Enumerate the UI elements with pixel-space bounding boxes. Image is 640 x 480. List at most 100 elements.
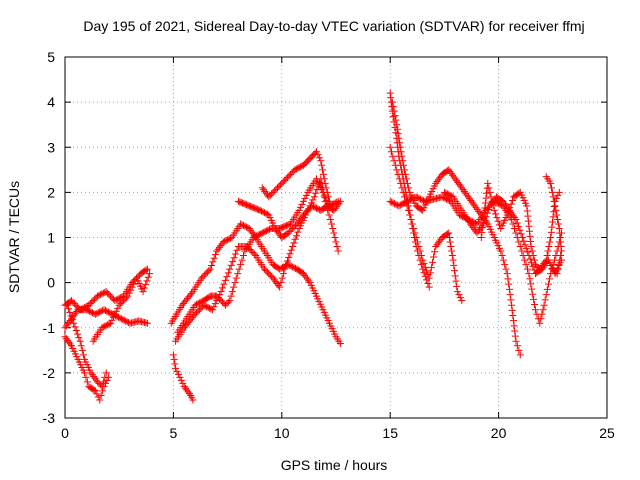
- data-point: [237, 261, 245, 269]
- data-point: [442, 189, 450, 197]
- data-point: [531, 301, 539, 309]
- data-point: [396, 143, 404, 151]
- data-point: [292, 165, 300, 173]
- series-s2: [61, 306, 151, 332]
- data-point: [98, 290, 106, 298]
- data-point: [213, 297, 221, 305]
- data-point: [389, 199, 397, 207]
- data-point: [272, 278, 280, 286]
- data-point: [87, 308, 95, 316]
- data-point: [460, 187, 468, 195]
- data-point: [118, 298, 126, 306]
- data-point: [508, 301, 516, 309]
- data-point: [260, 265, 268, 273]
- data-point: [91, 310, 99, 318]
- data-point: [520, 237, 528, 245]
- data-point: [275, 182, 283, 190]
- data-point: [219, 284, 227, 292]
- data-point: [423, 267, 431, 275]
- data-point: [523, 207, 531, 215]
- data-point: [319, 170, 327, 178]
- data-point: [197, 304, 205, 312]
- data-point: [77, 342, 85, 350]
- data-point: [391, 161, 399, 169]
- data-point: [301, 209, 309, 217]
- data-point: [399, 188, 407, 196]
- data-point: [210, 303, 218, 311]
- data-point: [427, 264, 435, 272]
- data-point: [107, 319, 115, 327]
- data-point: [243, 243, 251, 251]
- data-point: [229, 258, 237, 266]
- data-point: [224, 236, 232, 244]
- data-point: [480, 214, 488, 222]
- data-point: [445, 191, 453, 199]
- x-tick-label: 0: [61, 425, 69, 441]
- data-point: [486, 188, 494, 196]
- data-point: [270, 276, 278, 284]
- data-point: [310, 203, 318, 211]
- data-point: [248, 228, 256, 236]
- data-point: [89, 297, 97, 305]
- data-point: [434, 176, 442, 184]
- data-point: [522, 244, 530, 252]
- data-point: [323, 188, 331, 196]
- data-point: [487, 193, 495, 201]
- data-point: [288, 169, 296, 177]
- data-point: [101, 373, 109, 381]
- data-point: [250, 234, 258, 241]
- data-point: [420, 260, 428, 268]
- data-point: [453, 282, 461, 290]
- data-point: [541, 258, 549, 266]
- data-point: [227, 261, 235, 269]
- data-point: [501, 261, 509, 269]
- data-point: [433, 178, 441, 186]
- data-point: [142, 266, 150, 274]
- data-point: [443, 195, 451, 203]
- data-point: [265, 193, 273, 201]
- data-point: [93, 390, 101, 398]
- data-point: [458, 184, 466, 192]
- data-point: [262, 209, 270, 217]
- data-point: [395, 134, 403, 142]
- data-point: [268, 190, 276, 198]
- data-point: [455, 291, 463, 299]
- data-point: [449, 256, 457, 264]
- data-point: [271, 224, 279, 232]
- data-point: [276, 283, 284, 291]
- data-point: [506, 204, 514, 212]
- data-point: [516, 351, 524, 359]
- data-point: [280, 270, 288, 278]
- data-point: [302, 191, 310, 199]
- data-point: [209, 258, 217, 266]
- series-s7: [167, 220, 344, 348]
- data-point: [479, 219, 487, 227]
- data-point: [116, 314, 124, 322]
- data-point: [488, 197, 496, 205]
- data-point: [266, 271, 274, 279]
- data-point: [408, 195, 416, 203]
- data-point: [404, 179, 412, 187]
- x-tick-label: 15: [382, 425, 398, 441]
- data-point: [203, 303, 211, 311]
- data-point: [195, 299, 203, 307]
- data-point: [128, 283, 136, 291]
- data-point: [312, 148, 320, 156]
- data-point: [191, 310, 199, 318]
- data-point: [290, 223, 298, 231]
- data-point: [83, 306, 91, 314]
- data-point: [234, 270, 242, 278]
- data-point: [91, 387, 99, 395]
- data-point: [88, 298, 96, 306]
- data-point: [286, 250, 294, 258]
- data-point: [269, 188, 277, 196]
- data-point: [557, 252, 565, 260]
- data-point: [232, 250, 240, 258]
- data-point: [507, 200, 515, 208]
- data-point: [262, 189, 270, 197]
- data-point: [393, 121, 401, 129]
- data-point: [526, 275, 534, 283]
- data-point: [539, 306, 547, 314]
- data-point: [101, 306, 109, 314]
- data-point: [521, 256, 529, 264]
